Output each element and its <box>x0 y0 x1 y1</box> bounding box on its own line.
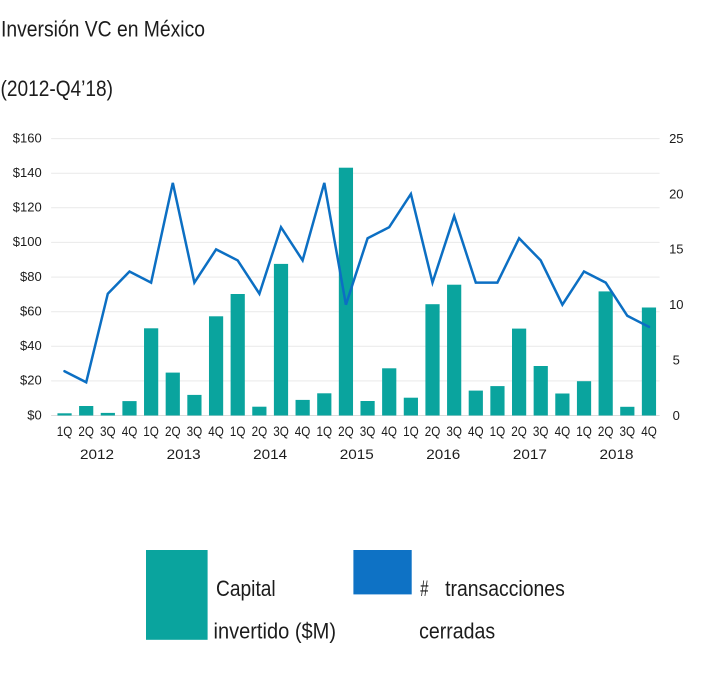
svg-text:$160: $160 <box>13 130 42 145</box>
svg-text:3Q: 3Q <box>100 423 116 439</box>
svg-text:3Q: 3Q <box>360 423 376 439</box>
svg-text:2017: 2017 <box>513 446 547 462</box>
svg-text:3Q: 3Q <box>187 423 203 439</box>
svg-text:transacciones: transacciones <box>445 576 565 601</box>
svg-text:2012: 2012 <box>80 446 114 462</box>
svg-text:$120: $120 <box>13 200 42 215</box>
svg-text:2Q: 2Q <box>78 423 94 439</box>
svg-text:Inversión VC en México: Inversión VC en México <box>1 17 205 42</box>
svg-text:4Q: 4Q <box>122 423 138 439</box>
svg-text:2Q: 2Q <box>598 423 614 439</box>
svg-text:$100: $100 <box>13 234 42 249</box>
svg-text:(2012-Q4’18): (2012-Q4’18) <box>1 76 114 101</box>
svg-text:4Q: 4Q <box>295 423 311 439</box>
svg-text:5: 5 <box>673 352 680 367</box>
svg-text:10: 10 <box>669 297 683 312</box>
svg-text:$60: $60 <box>20 304 42 319</box>
svg-text:#: # <box>420 576 429 601</box>
svg-text:$80: $80 <box>20 269 42 284</box>
svg-text:$0: $0 <box>27 407 41 422</box>
svg-text:4Q: 4Q <box>555 423 571 439</box>
svg-text:2015: 2015 <box>340 446 374 462</box>
svg-text:25: 25 <box>669 131 683 146</box>
svg-text:cerradas: cerradas <box>419 619 495 644</box>
svg-text:4Q: 4Q <box>468 423 484 439</box>
svg-text:$140: $140 <box>13 165 42 180</box>
svg-text:$40: $40 <box>20 338 42 353</box>
svg-text:1Q: 1Q <box>490 423 506 439</box>
svg-text:1Q: 1Q <box>403 423 419 439</box>
svg-text:4Q: 4Q <box>381 423 397 439</box>
svg-text:1Q: 1Q <box>576 423 592 439</box>
svg-text:1Q: 1Q <box>230 423 246 439</box>
svg-text:1Q: 1Q <box>317 423 333 439</box>
svg-text:3Q: 3Q <box>533 423 549 439</box>
svg-text:2Q: 2Q <box>511 423 527 439</box>
svg-text:3Q: 3Q <box>273 423 289 439</box>
svg-text:2Q: 2Q <box>165 423 181 439</box>
svg-text:3Q: 3Q <box>446 423 462 439</box>
svg-text:2014: 2014 <box>253 446 287 462</box>
svg-text:Capital: Capital <box>216 576 276 601</box>
svg-text:2Q: 2Q <box>338 423 354 439</box>
svg-text:15: 15 <box>669 242 683 257</box>
svg-text:1Q: 1Q <box>143 423 159 439</box>
svg-text:2Q: 2Q <box>252 423 268 439</box>
svg-text:4Q: 4Q <box>641 423 657 439</box>
svg-text:20: 20 <box>669 186 683 201</box>
svg-text:2013: 2013 <box>167 446 201 462</box>
svg-text:$20: $20 <box>20 373 42 388</box>
svg-text:3Q: 3Q <box>620 423 636 439</box>
svg-text:invertido ($M): invertido ($M) <box>214 619 337 644</box>
svg-text:2018: 2018 <box>600 446 634 462</box>
svg-text:2Q: 2Q <box>425 423 441 439</box>
svg-text:2016: 2016 <box>426 446 460 462</box>
svg-text:1Q: 1Q <box>57 423 73 439</box>
svg-text:4Q: 4Q <box>208 423 224 439</box>
svg-text:0: 0 <box>673 408 680 423</box>
